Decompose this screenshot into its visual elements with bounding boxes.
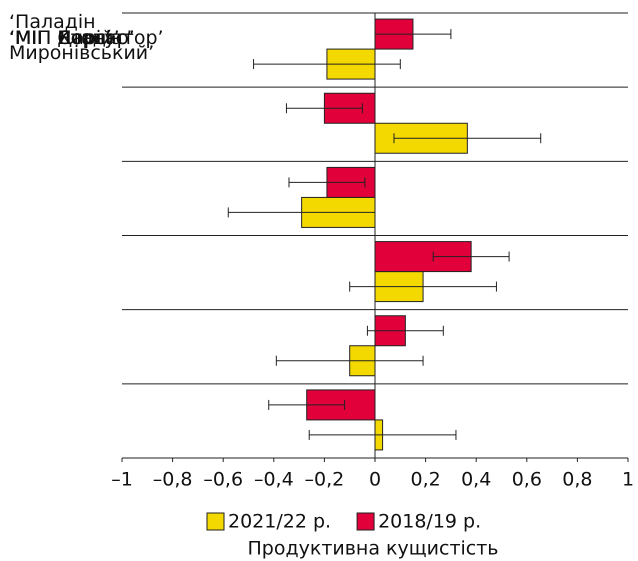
legend-swatch xyxy=(356,512,375,531)
category-label: ‘МІП Корсар’ xyxy=(9,26,135,49)
category-label: ‘Паладін Миронівський’ xyxy=(9,11,155,65)
x-tick-label: 0,6 xyxy=(512,469,542,491)
legend-label: 2018/19 р. xyxy=(378,511,481,533)
category-label: ‘МІП Статус’ xyxy=(9,26,133,49)
category-label: ‘МІП Гладіатор’ xyxy=(9,26,164,49)
error-bar xyxy=(349,281,497,292)
x-tick-label: 0,8 xyxy=(562,469,592,491)
x-tick-label: 0,4 xyxy=(461,469,491,491)
error-bar xyxy=(308,429,457,440)
x-tick-label: –0,2 xyxy=(305,469,345,491)
legend-label: 2021/22 р. xyxy=(228,511,331,533)
error-bar xyxy=(288,177,366,188)
error-bar xyxy=(275,355,424,366)
error-bar xyxy=(393,133,542,144)
error-bar xyxy=(268,399,346,410)
category-label: ‘МІП Дарій’ xyxy=(9,26,120,49)
error-bar xyxy=(253,59,401,70)
x-tick-label: 1 xyxy=(622,469,634,491)
x-tick-label: 0,2 xyxy=(410,469,440,491)
error-bar xyxy=(285,103,363,114)
x-tick-label: –0,4 xyxy=(254,469,294,491)
error-bar xyxy=(366,325,444,336)
x-axis-label: Продуктивна кущистість xyxy=(247,538,498,560)
error-bar xyxy=(432,251,510,262)
legend-swatch xyxy=(206,512,225,531)
x-tick-label: –1 xyxy=(111,469,133,491)
x-tick-label: 0 xyxy=(369,469,381,491)
x-tick-label: –0,6 xyxy=(203,469,243,491)
x-tick-label: –0,8 xyxy=(153,469,193,491)
category-label: ‘МІП Ясон’ xyxy=(9,26,112,49)
